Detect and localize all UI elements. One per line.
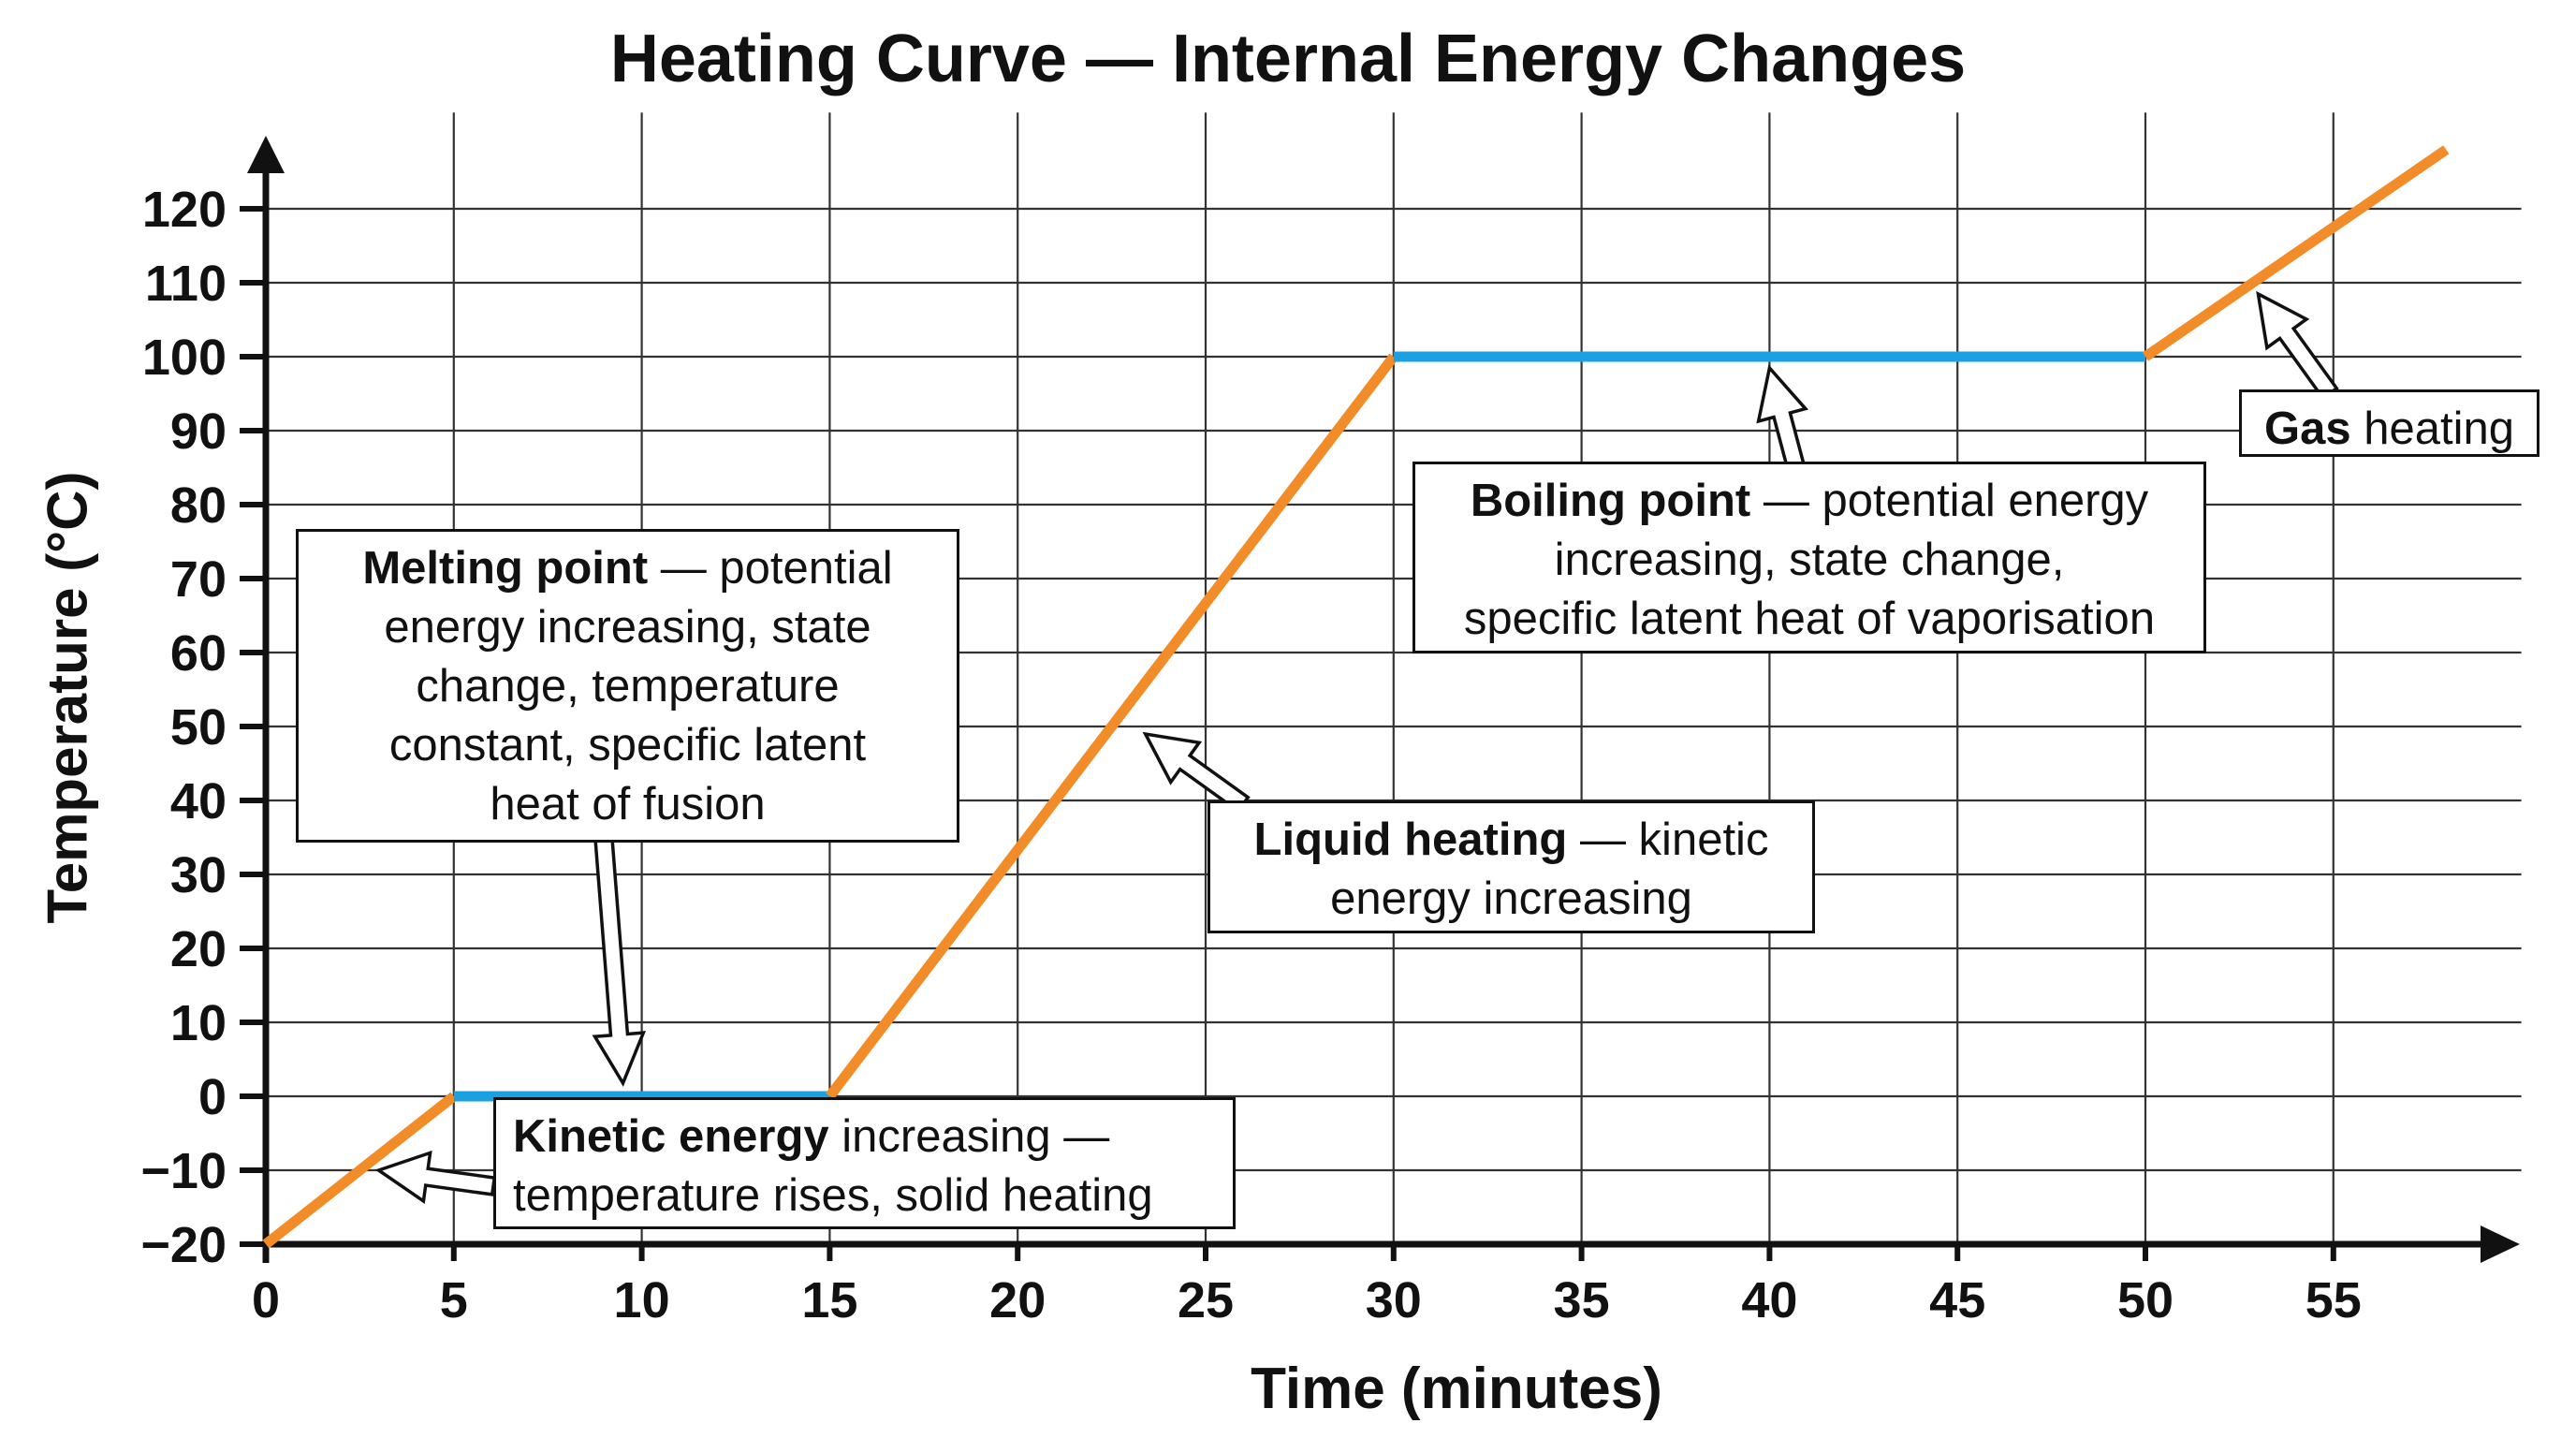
annotation-text: specific latent heat of vaporisation	[1463, 594, 2156, 644]
annotation-box: Liquid heating — kinetic energy increasin…	[1208, 800, 1815, 933]
annotation-text: energy increasing, state	[384, 602, 871, 653]
segment-solid-heating	[262, 1092, 458, 1249]
y-tick-label: 60	[170, 625, 227, 682]
annotation-text: temperature rises, solid heating	[513, 1170, 1153, 1221]
segment-gas-heating	[2142, 145, 2450, 361]
segment-liquid-heating	[826, 353, 1398, 1100]
annotation-line: energy increasing	[1227, 870, 1795, 929]
annotation-line: energy increasing, state	[315, 598, 940, 657]
chart-title: Heating Curve — Internal Energy Changes	[609, 22, 1967, 96]
x-tick-label: 15	[801, 1272, 857, 1328]
annotation-term: Gas	[2264, 404, 2351, 454]
annotation-text: heat of fusion	[490, 779, 766, 829]
x-tick-label: 40	[1741, 1272, 1797, 1328]
y-tick-label: 10	[170, 995, 227, 1051]
x-tick-label: 45	[1929, 1272, 1985, 1328]
annotation-text: increasing, state change,	[1554, 535, 2065, 585]
annotation-box: Melting point — potential energy increasi…	[296, 529, 959, 843]
annotation-box: Kinetic energy increasing — temperature r…	[493, 1097, 1236, 1229]
annotation-term: Melting point	[362, 543, 649, 594]
annotation-line: specific latent heat of vaporisation	[1432, 590, 2187, 649]
callout-arrow-icon	[2256, 290, 2339, 401]
y-tick-label: 70	[170, 551, 227, 608]
annotation-term: Kinetic energy	[513, 1111, 829, 1162]
annotation-text: — potential	[648, 543, 893, 594]
x-tick-label: 55	[2305, 1272, 2362, 1328]
annotation-box: Boiling point — potential energy increasi…	[1412, 462, 2206, 653]
y-tick-label: −20	[140, 1217, 227, 1273]
callout-arrow-icon	[592, 836, 647, 1087]
x-tick-label: 10	[614, 1272, 670, 1328]
annotation-text: heating	[2350, 404, 2514, 454]
annotation-text: energy increasing	[1330, 873, 1692, 924]
callout-arrow-icon	[374, 1150, 497, 1204]
x-axis-arrow-icon	[2481, 1225, 2520, 1263]
x-tick-label: 50	[2117, 1272, 2174, 1328]
annotation-box: Gas heating	[2239, 389, 2539, 457]
y-axis-label: Temperature (°C)	[36, 471, 99, 924]
annotation-term: Boiling point	[1470, 476, 1751, 526]
annotation-line: Gas heating	[2259, 400, 2520, 459]
y-tick-label: 80	[170, 477, 227, 534]
y-tick-label: −10	[140, 1143, 227, 1199]
x-tick-label: 0	[252, 1272, 280, 1328]
annotation-line: change, temperature	[315, 657, 940, 716]
annotation-line: constant, specific latent	[315, 716, 940, 775]
annotation-line: temperature rises, solid heating	[513, 1167, 1216, 1225]
annotation-term: Liquid heating	[1253, 814, 1568, 865]
annotation-text: — kinetic	[1567, 814, 1769, 865]
y-axis-arrow-icon	[247, 136, 285, 173]
x-tick-label: 35	[1554, 1272, 1610, 1328]
annotation-line: Melting point — potential	[315, 539, 940, 598]
annotation-line: increasing, state change,	[1432, 531, 2187, 590]
y-tick-label: 50	[170, 699, 227, 756]
annotation-line: Kinetic energy increasing —	[513, 1108, 1216, 1167]
callout-arrow-icon	[1756, 364, 1809, 470]
annotation-text: increasing —	[828, 1111, 1110, 1162]
y-tick-label: 40	[170, 773, 227, 829]
y-tick-label: 30	[170, 847, 227, 903]
y-tick-label: 120	[142, 182, 227, 238]
annotation-text: constant, specific latent	[388, 720, 867, 770]
y-tick-label: 0	[198, 1069, 227, 1125]
annotation-text: — potential energy	[1750, 476, 2149, 526]
x-tick-label: 25	[1178, 1272, 1234, 1328]
x-tick-label: 20	[989, 1272, 1046, 1328]
x-tick-label: 30	[1366, 1272, 1422, 1328]
annotation-line: Boiling point — potential energy	[1432, 472, 2187, 531]
annotation-line: heat of fusion	[315, 775, 940, 834]
y-tick-label: 90	[170, 404, 227, 460]
x-axis-label: Time (minutes)	[1251, 1357, 1662, 1421]
x-tick-label: 5	[440, 1272, 468, 1328]
y-tick-label: 100	[142, 330, 227, 386]
annotation-line: Liquid heating — kinetic	[1227, 811, 1795, 870]
y-tick-label: 110	[145, 256, 227, 312]
annotation-text: change, temperature	[416, 661, 840, 712]
y-tick-label: 20	[170, 921, 227, 977]
